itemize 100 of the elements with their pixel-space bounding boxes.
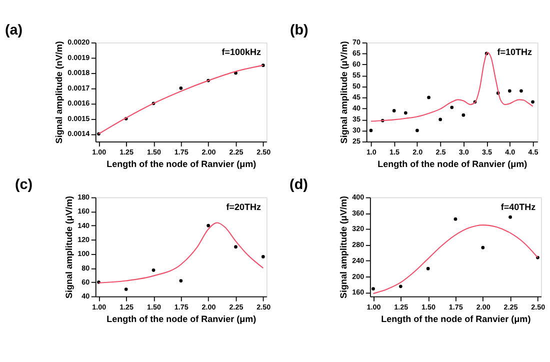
y-tick-label: 0.0017 — [68, 83, 90, 92]
annotation: f=40THz — [500, 202, 536, 212]
x-tick-label: 4.5 — [528, 148, 538, 157]
y-tick-label: 0.0018 — [68, 68, 90, 78]
annotation: f=100kHz — [222, 47, 262, 58]
y-tick-label: 70 — [352, 38, 361, 47]
point — [438, 118, 442, 122]
y-tick-label: 45 — [352, 92, 361, 102]
point — [234, 245, 238, 248]
y-tick-label: 25 — [352, 136, 361, 146]
y-tick-label: 360 — [352, 208, 364, 218]
y-tick-label: 60 — [352, 60, 361, 69]
y-axis-title: Signal amplitude (μV/m) — [339, 41, 350, 144]
point — [450, 106, 454, 110]
chart-title: (b) — [290, 22, 309, 38]
y-tick-label: 160 — [78, 206, 90, 216]
x-axis-title: Length of the node of Ranvier (μm) — [381, 314, 531, 324]
x-tick-label: 2.0 — [412, 148, 423, 157]
point — [531, 100, 534, 104]
y-tick-label: 0.0019 — [68, 52, 90, 62]
y-tick-label: 0.0014 — [68, 129, 90, 138]
x-tick-label: 1.5 — [390, 148, 400, 157]
x-tick-label: 1.75 — [174, 148, 188, 157]
annotation: f=10THz — [497, 47, 532, 58]
y-tick-label: 280 — [352, 240, 364, 250]
point — [454, 217, 458, 221]
point — [179, 86, 183, 90]
x-tick-label: 1.00 — [92, 148, 106, 157]
point — [462, 113, 466, 117]
line-series — [98, 222, 264, 284]
x-tick-label: 2.25 — [504, 302, 518, 312]
x-tick-label: 1.25 — [394, 302, 408, 312]
y-tick-label: 40 — [352, 104, 361, 113]
chart-title: (a) — [4, 22, 23, 38]
y-tick-label: 200 — [352, 272, 364, 281]
x-tick-label: 1.75 — [174, 302, 188, 312]
chart-title: (c) — [14, 177, 33, 194]
point — [416, 128, 419, 132]
line-series — [98, 64, 264, 134]
point — [398, 284, 402, 288]
y-axis-title: Signal amplitude (nV/m) — [54, 41, 64, 144]
y-tick-label: 35 — [352, 114, 361, 124]
point — [520, 89, 523, 93]
y-tick-label: 65 — [352, 48, 361, 58]
y-tick-label: 80 — [82, 263, 90, 272]
point — [206, 224, 210, 228]
x-tick-label: 2.50 — [256, 302, 271, 312]
point — [426, 266, 430, 270]
line-series — [372, 224, 538, 294]
x-tick-label: 2.00 — [202, 302, 216, 312]
x-tick-label: 2.00 — [476, 302, 490, 312]
y-tick-label: 0.0020 — [68, 38, 90, 47]
x-tick-label: 1.50 — [422, 302, 436, 312]
x-tick-label: 1.50 — [146, 148, 161, 157]
point — [427, 96, 430, 100]
x-tick-label: 3.5 — [482, 148, 492, 157]
y-tick-label: 50 — [352, 82, 361, 91]
annotation: f=20THz — [226, 202, 262, 212]
point — [124, 288, 128, 291]
x-tick-label: 1.00 — [366, 302, 381, 312]
y-tick-label: 140 — [78, 220, 90, 230]
x-tick-label: 2.50 — [531, 302, 546, 312]
y-tick-label: 60 — [82, 277, 90, 286]
point — [508, 89, 512, 93]
y-tick-label: 100 — [78, 249, 90, 258]
x-tick-label: 2.00 — [202, 148, 216, 157]
y-axis-title: Signal amplitude (μV/m) — [64, 196, 74, 299]
point — [392, 109, 396, 112]
point — [261, 255, 265, 258]
point — [179, 279, 183, 282]
y-tick-label: 320 — [352, 224, 364, 234]
y-tick-label: 240 — [352, 256, 364, 265]
x-tick-label: 1.25 — [120, 302, 134, 312]
y-tick-label: 55 — [352, 70, 361, 80]
point — [372, 287, 375, 290]
y-tick-label: 40 — [82, 292, 90, 301]
x-axis-title: Length of the node of Ranvier (μm) — [378, 159, 528, 170]
x-axis-title: Length of the node of Ranvier (μm) — [106, 314, 256, 324]
point — [369, 128, 373, 132]
point — [404, 111, 408, 115]
point — [508, 215, 512, 219]
point — [152, 268, 156, 272]
y-tick-label: 400 — [352, 192, 364, 202]
y-tick-label: 180 — [78, 192, 90, 202]
x-tick-label: 1.0 — [366, 148, 376, 157]
y-tick-label: 0.0016 — [68, 98, 90, 108]
y-tick-label: 160 — [352, 288, 364, 297]
x-tick-label: 1.75 — [448, 302, 463, 312]
y-tick-label: 30 — [352, 126, 361, 135]
x-tick-label: 4.0 — [505, 148, 516, 157]
y-tick-label: 120 — [78, 234, 90, 244]
point — [481, 246, 485, 250]
y-axis-title: Signal amplitude (μV/m) — [338, 196, 349, 299]
x-tick-label: 2.25 — [229, 148, 244, 157]
x-tick-label: 1.00 — [92, 302, 106, 312]
chart-title: (d) — [290, 177, 308, 194]
x-tick-label: 3.0 — [458, 148, 469, 157]
x-tick-label: 1.50 — [146, 302, 161, 312]
x-tick-label: 2.50 — [256, 148, 271, 157]
x-tick-label: 1.25 — [120, 148, 134, 157]
